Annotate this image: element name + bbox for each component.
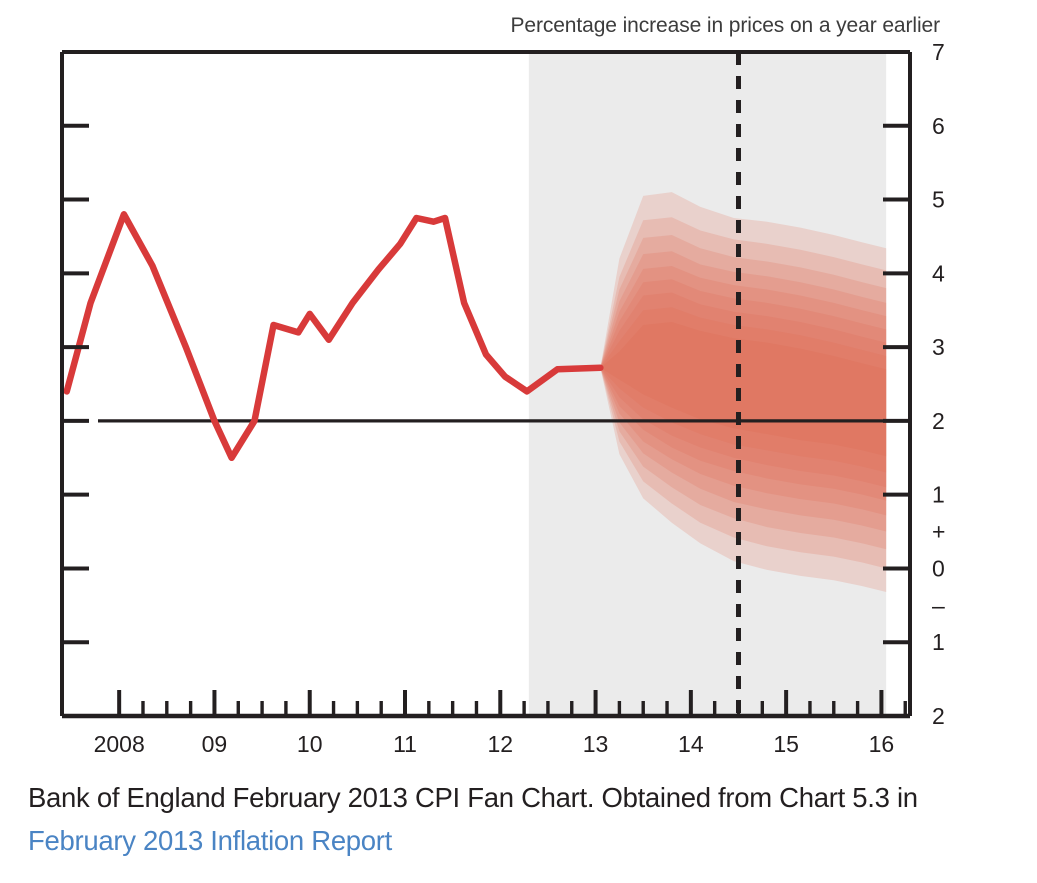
fan-band-40 — [600, 279, 887, 501]
y-axis-label-3: 4 — [932, 260, 945, 286]
y-axis-label-7: + — [932, 519, 945, 545]
x-axis-label-2008: 2008 — [94, 731, 145, 757]
y-axis-label-4: 3 — [932, 334, 945, 360]
fan-band-20 — [600, 307, 887, 473]
x-axis-label-13: 13 — [583, 731, 609, 757]
y-axis-label-8: 0 — [932, 555, 945, 581]
x-axis-label-09: 09 — [202, 731, 228, 757]
chart-title: Percentage increase in prices on a year … — [510, 14, 940, 37]
caption-text: Bank of England February 2013 CPI Fan Ch… — [28, 782, 918, 813]
fan-band-60 — [600, 251, 887, 532]
y-axis-label-11: 2 — [932, 703, 945, 729]
y-axis-label-0: 7 — [932, 39, 945, 65]
x-axis-label-10: 10 — [297, 731, 323, 757]
x-axis-label-11: 11 — [393, 731, 417, 757]
y-axis-label-5: 2 — [932, 408, 945, 434]
y-axis-label-2: 5 — [932, 187, 945, 213]
x-axis-label-15: 15 — [773, 731, 799, 757]
x-axis-label-12: 12 — [487, 731, 513, 757]
x-axis-label-16: 16 — [869, 731, 895, 757]
y-axis-label-9: – — [932, 592, 945, 618]
figure-caption: Bank of England February 2013 CPI Fan Ch… — [28, 776, 1018, 862]
fan-band-80 — [600, 217, 887, 569]
cpi-history-line — [63, 211, 604, 462]
y-axis-label-1: 6 — [932, 113, 945, 139]
x-axis-label-14: 14 — [678, 731, 704, 757]
fan-band-90 — [600, 192, 887, 593]
y-axis-label-6: 1 — [932, 482, 945, 508]
fan-band-70 — [600, 234, 887, 550]
fan-band-10 — [600, 322, 887, 457]
fan-band-50 — [600, 265, 887, 516]
forecast-shading-region — [528, 52, 887, 716]
fan-bands-group — [600, 192, 887, 593]
fan-band-30 — [600, 292, 887, 488]
inflation-report-link[interactable]: February 2013 Inflation Report — [28, 825, 392, 856]
y-axis-label-10: 1 — [932, 629, 945, 655]
